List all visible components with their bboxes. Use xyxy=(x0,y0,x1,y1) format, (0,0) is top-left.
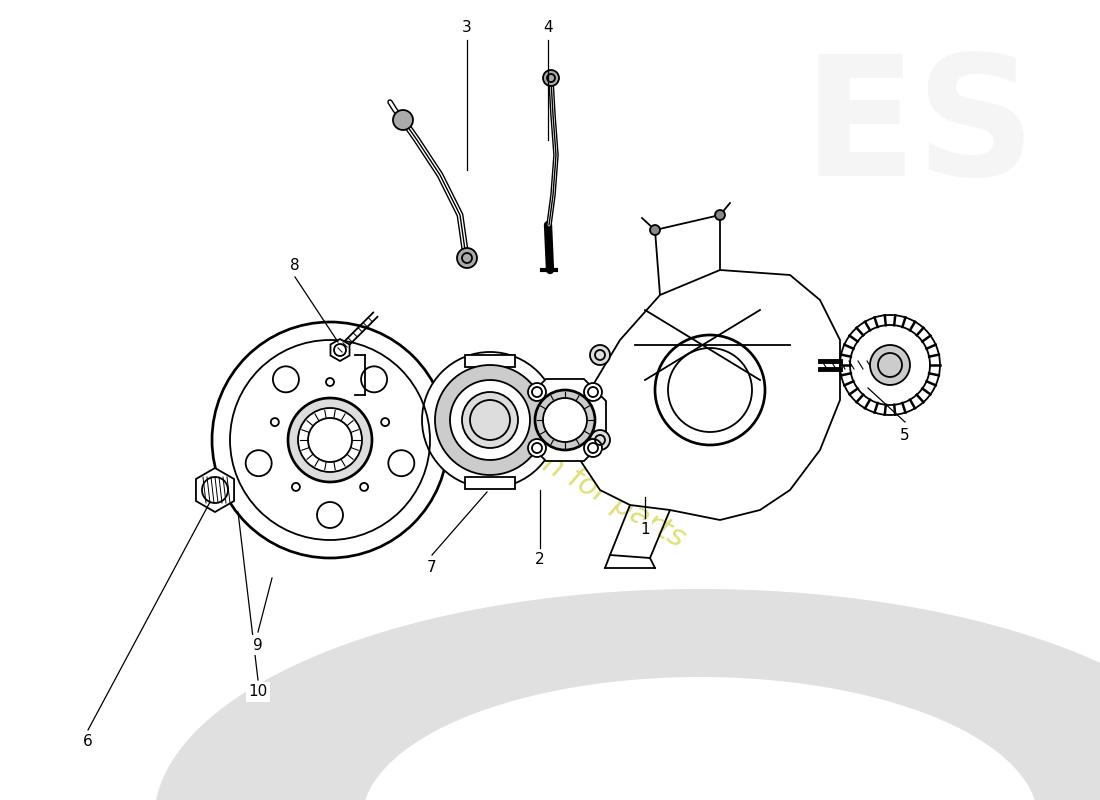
Polygon shape xyxy=(524,379,606,461)
Text: 10: 10 xyxy=(249,685,267,699)
Circle shape xyxy=(288,398,372,482)
Circle shape xyxy=(590,430,610,450)
Circle shape xyxy=(584,383,602,401)
Text: 9: 9 xyxy=(253,638,263,653)
Polygon shape xyxy=(196,468,234,512)
Polygon shape xyxy=(154,589,1100,800)
Circle shape xyxy=(462,392,518,448)
Circle shape xyxy=(298,408,362,472)
Circle shape xyxy=(590,345,610,365)
Circle shape xyxy=(456,248,477,268)
Circle shape xyxy=(543,70,559,86)
FancyBboxPatch shape xyxy=(465,477,515,489)
Circle shape xyxy=(317,502,343,528)
Text: 4: 4 xyxy=(543,21,553,35)
Circle shape xyxy=(528,439,546,457)
Polygon shape xyxy=(330,339,350,361)
Circle shape xyxy=(543,398,587,442)
Text: 1: 1 xyxy=(640,522,650,538)
Circle shape xyxy=(850,325,930,405)
Text: 7: 7 xyxy=(427,561,437,575)
Circle shape xyxy=(388,450,415,476)
Circle shape xyxy=(528,383,546,401)
Circle shape xyxy=(715,210,725,220)
Text: 3: 3 xyxy=(462,21,472,35)
Text: 8: 8 xyxy=(290,258,300,273)
FancyBboxPatch shape xyxy=(465,355,515,367)
Circle shape xyxy=(245,450,272,476)
Text: 1995: 1995 xyxy=(701,343,820,437)
Text: a passion for parts: a passion for parts xyxy=(429,386,691,554)
Circle shape xyxy=(393,110,412,130)
Circle shape xyxy=(870,345,910,385)
Text: 6: 6 xyxy=(84,734,92,750)
Polygon shape xyxy=(575,270,840,520)
Text: 2: 2 xyxy=(536,553,544,567)
Text: 5: 5 xyxy=(900,427,910,442)
Text: ES: ES xyxy=(803,49,1037,211)
Circle shape xyxy=(212,322,448,558)
Circle shape xyxy=(650,225,660,235)
Circle shape xyxy=(584,439,602,457)
Circle shape xyxy=(273,366,299,392)
Circle shape xyxy=(434,365,544,475)
Circle shape xyxy=(422,352,558,488)
Circle shape xyxy=(450,380,530,460)
Circle shape xyxy=(535,390,595,450)
Circle shape xyxy=(361,366,387,392)
